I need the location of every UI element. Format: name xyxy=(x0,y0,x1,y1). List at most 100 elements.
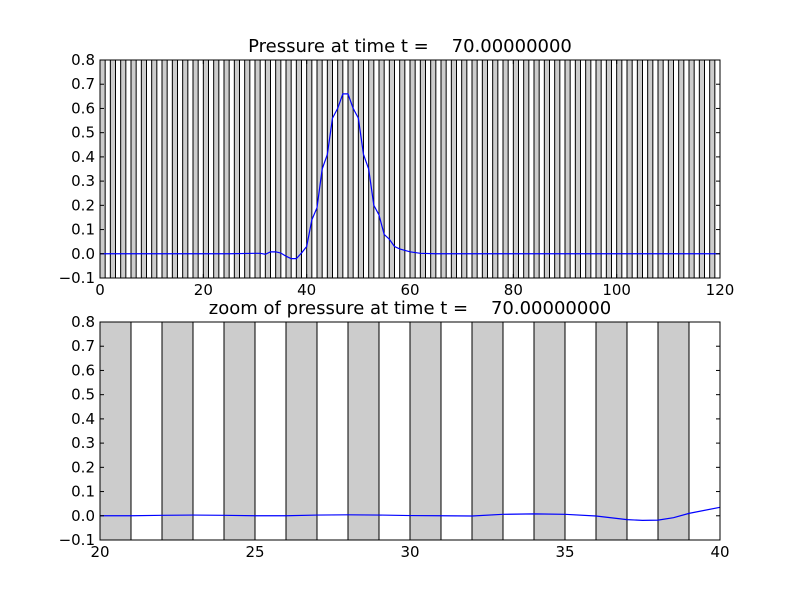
y-tick-label: −0.1 xyxy=(59,269,95,287)
x-tick-label: 60 xyxy=(400,281,419,299)
y-tick-label: 0.0 xyxy=(71,245,95,263)
background-band xyxy=(337,59,344,279)
background-band xyxy=(285,59,292,279)
y-tick-label: 0.4 xyxy=(71,148,95,166)
y-tick-label: 0.8 xyxy=(71,51,95,69)
pressure-line xyxy=(100,506,721,521)
background-band xyxy=(564,59,571,279)
y-tick-label: 0.8 xyxy=(71,313,95,331)
background-band xyxy=(595,321,628,541)
background-band xyxy=(399,59,406,279)
y-tick-label: 0.2 xyxy=(71,458,95,476)
background-band xyxy=(264,59,272,279)
background-band xyxy=(492,59,499,279)
background-band xyxy=(326,59,334,279)
background-band xyxy=(223,59,230,279)
y-tick-label: 0.7 xyxy=(71,75,95,93)
background-band xyxy=(667,59,674,279)
background-band xyxy=(254,59,261,279)
y-tick-label: 0.3 xyxy=(71,172,95,190)
background-band xyxy=(99,59,106,279)
background-band xyxy=(450,59,458,279)
background-band xyxy=(502,59,509,279)
x-tick-label: 30 xyxy=(400,543,419,561)
background-band xyxy=(171,59,178,279)
background-band xyxy=(657,59,664,279)
background-band xyxy=(99,321,132,541)
background-band xyxy=(213,59,220,279)
y-tick-label: 0.0 xyxy=(71,507,95,525)
background-band xyxy=(202,59,209,279)
x-tick-label: 35 xyxy=(555,543,574,561)
background-band xyxy=(109,59,117,279)
chart-title: zoom of pressure at time t = 70.00000000 xyxy=(209,298,611,319)
background-band xyxy=(616,59,623,279)
background-band xyxy=(543,59,550,279)
background-band xyxy=(409,59,416,279)
background-band xyxy=(120,59,127,279)
y-tick-label: 0.4 xyxy=(71,410,95,428)
background-band xyxy=(533,321,566,541)
background-band xyxy=(285,321,318,541)
y-tick-label: 0.7 xyxy=(71,337,95,355)
background-band xyxy=(275,59,282,279)
background-band xyxy=(347,321,380,541)
x-tick-label: 80 xyxy=(504,281,523,299)
background-band xyxy=(192,59,199,279)
background-band xyxy=(419,59,427,279)
background-band xyxy=(481,59,489,279)
background-band xyxy=(161,321,194,541)
background-band xyxy=(585,59,592,279)
background-band xyxy=(430,59,437,279)
background-band xyxy=(605,59,612,279)
y-tick-label: 0.6 xyxy=(71,361,95,379)
background-band xyxy=(554,59,561,279)
background-band xyxy=(636,59,643,279)
background-band xyxy=(368,59,375,279)
background-band xyxy=(378,59,385,279)
y-tick-label: 0.1 xyxy=(71,483,95,501)
x-tick-label: 25 xyxy=(245,543,264,561)
background-band xyxy=(595,59,602,279)
x-tick-label: 120 xyxy=(706,281,735,299)
background-band xyxy=(523,59,530,279)
background-band xyxy=(161,59,168,279)
x-tick-label: 0 xyxy=(95,281,105,299)
y-tick-label: 0.6 xyxy=(71,99,95,117)
x-tick-label: 40 xyxy=(710,543,729,561)
background-band xyxy=(233,59,240,279)
background-band xyxy=(512,59,519,279)
background-band xyxy=(140,59,147,279)
background-band xyxy=(347,59,354,279)
pressure-line xyxy=(100,93,720,260)
background-band xyxy=(647,59,654,279)
background-band xyxy=(182,59,189,279)
background-band xyxy=(709,59,716,279)
x-tick-label: 100 xyxy=(602,281,631,299)
background-band xyxy=(244,59,251,279)
y-tick-label: 0.5 xyxy=(71,386,95,404)
background-band xyxy=(223,321,256,541)
background-band xyxy=(533,59,540,279)
background-band xyxy=(440,59,447,279)
y-tick-label: 0.3 xyxy=(71,434,95,452)
background-band xyxy=(461,59,468,279)
background-band xyxy=(657,321,690,541)
y-tick-label: −0.1 xyxy=(59,531,95,549)
background-band xyxy=(678,59,685,279)
background-band xyxy=(471,59,478,279)
background-band xyxy=(626,59,633,279)
chart-title: Pressure at time t = 70.00000000 xyxy=(248,36,572,57)
pressure-plot: 0 20 40 60 80 100 120 −0.1 0.0 0.1 0.2 0.3 0.4 0.5 0.6… xyxy=(59,36,735,299)
background-band xyxy=(698,59,705,279)
background-band xyxy=(130,59,137,279)
zoom-pressure-plot: 20 25 30 35 40 −0.1 0.0 0.1 0.2 0.3 0.4 0.5 0.6 0.7 0.… xyxy=(59,298,730,561)
background-band xyxy=(471,321,504,541)
y-tick-label: 0.2 xyxy=(71,196,95,214)
y-tick-label: 0.5 xyxy=(71,124,95,142)
x-tick-label: 20 xyxy=(90,543,109,561)
background-band xyxy=(409,321,442,541)
background-band xyxy=(357,59,365,279)
y-tick-label: 0.1 xyxy=(71,221,95,239)
